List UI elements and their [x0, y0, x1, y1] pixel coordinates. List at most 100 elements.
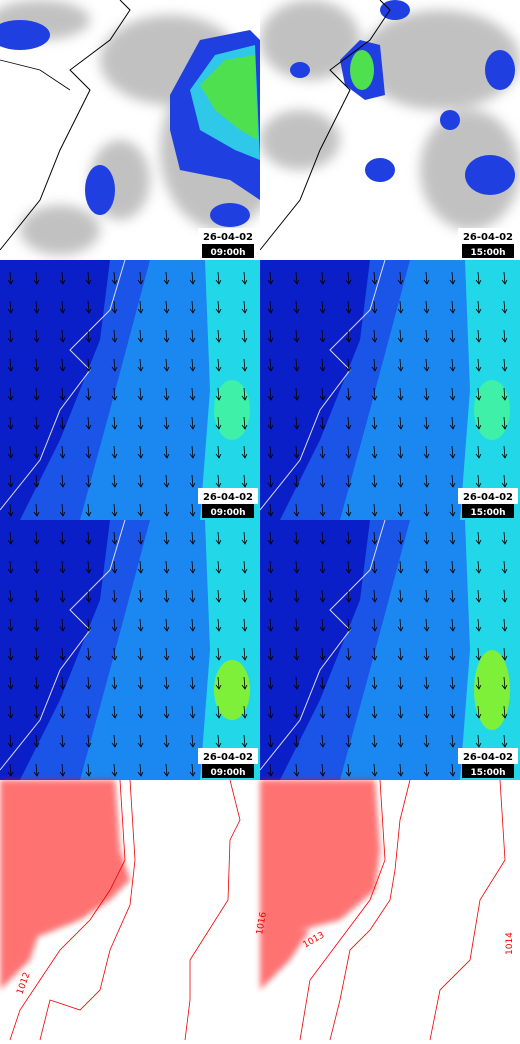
wind-arrow [189, 416, 196, 430]
wind-arrow [163, 647, 170, 661]
wind-arrow [215, 416, 222, 430]
wind-arrow [215, 387, 222, 401]
wind-arrow [397, 503, 404, 517]
wind-arrow [267, 387, 274, 401]
wind-arrow [345, 300, 352, 314]
wind-arrow [137, 271, 144, 285]
wind-arrow [423, 560, 430, 574]
wind-arrow [85, 387, 92, 401]
wind-arrow [267, 705, 274, 719]
wind-arrow [111, 329, 118, 343]
wind-arrow [111, 589, 118, 603]
coastline [259, 259, 386, 511]
wind-arrow [111, 416, 118, 430]
wind-arrow [345, 445, 352, 459]
wind-arrow [423, 705, 430, 719]
wind-arrow [501, 387, 508, 401]
wind-arrow [319, 676, 326, 690]
wind-arrow [33, 416, 40, 430]
wind-arrow [111, 560, 118, 574]
wind-arrow [163, 329, 170, 343]
wind-arrow [475, 589, 482, 603]
wind-arrow [371, 763, 378, 777]
wind-arrow [397, 271, 404, 285]
wind-arrow [345, 647, 352, 661]
time-box [202, 504, 254, 518]
wind-arrow [319, 474, 326, 488]
time-stamps: 26-04-02 09:00h 26-04-02 15:00h 26-04-02 09:0… [198, 228, 518, 778]
wind-arrow [475, 705, 482, 719]
wind-arrow [189, 763, 196, 777]
wind-arrow [59, 618, 66, 632]
wind-panel [0, 259, 260, 520]
wind-arrow [85, 618, 92, 632]
wind-arrow [345, 618, 352, 632]
wind-panel [259, 519, 520, 780]
date-label: 26-04-02 [203, 492, 253, 503]
wind-arrow [137, 618, 144, 632]
wind-arrow [345, 763, 352, 777]
date-box [458, 488, 518, 504]
time-box [202, 244, 254, 258]
wind-arrow [423, 300, 430, 314]
wind-max [474, 380, 510, 440]
wind-arrow [267, 416, 274, 430]
wind-arrow [371, 445, 378, 459]
wind-arrow [7, 271, 14, 285]
wind-arrow [371, 416, 378, 430]
coastline [0, 259, 126, 511]
wind-arrow [501, 358, 508, 372]
wind-arrow [7, 387, 14, 401]
wind-arrow [449, 329, 456, 343]
wind-arrow [267, 329, 274, 343]
wind-arrow [241, 474, 248, 488]
wind-arrow [59, 503, 66, 517]
time-label: 09:00h [210, 768, 245, 778]
wind-arrow [137, 589, 144, 603]
wind-arrow [423, 647, 430, 661]
wind-arrow [7, 503, 14, 517]
wind-arrow [137, 734, 144, 748]
wind-arrow [241, 358, 248, 372]
wind-arrow [7, 416, 14, 430]
wind-arrow [7, 300, 14, 314]
date-label: 26-04-02 [203, 752, 253, 763]
wind-arrow [501, 705, 508, 719]
wind-arrow [319, 358, 326, 372]
wind-arrow [397, 763, 404, 777]
wind-arrow [267, 560, 274, 574]
wind-arrow [111, 734, 118, 748]
time-box [462, 764, 514, 778]
wind-arrow [111, 503, 118, 517]
wind-arrow [241, 647, 248, 661]
wind-arrow [267, 503, 274, 517]
wind-arrow [85, 705, 92, 719]
wind-arrow [111, 618, 118, 632]
wind-arrow [33, 474, 40, 488]
wind-arrow [267, 531, 274, 545]
wind-arrow [319, 560, 326, 574]
wind-arrow [475, 416, 482, 430]
date-box [458, 228, 518, 244]
wind-arrow [7, 358, 14, 372]
date-box [198, 748, 258, 764]
wind-arrow [137, 705, 144, 719]
time-label: 09:00h [210, 508, 245, 518]
wind-arrow [59, 531, 66, 545]
wind-arrow [397, 329, 404, 343]
wind-arrow [33, 531, 40, 545]
wind-arrow [215, 445, 222, 459]
wind-arrow [371, 705, 378, 719]
wind-arrow [293, 329, 300, 343]
wind-arrow [85, 358, 92, 372]
wind-arrow [267, 763, 274, 777]
wind-arrow [449, 300, 456, 314]
wind-arrow [59, 300, 66, 314]
wind-arrow [111, 358, 118, 372]
wind-arrow [423, 503, 430, 517]
wind-arrow [85, 647, 92, 661]
date-box [198, 228, 258, 244]
wind-arrow [319, 271, 326, 285]
wind-arrow [319, 416, 326, 430]
wind-arrow [371, 676, 378, 690]
